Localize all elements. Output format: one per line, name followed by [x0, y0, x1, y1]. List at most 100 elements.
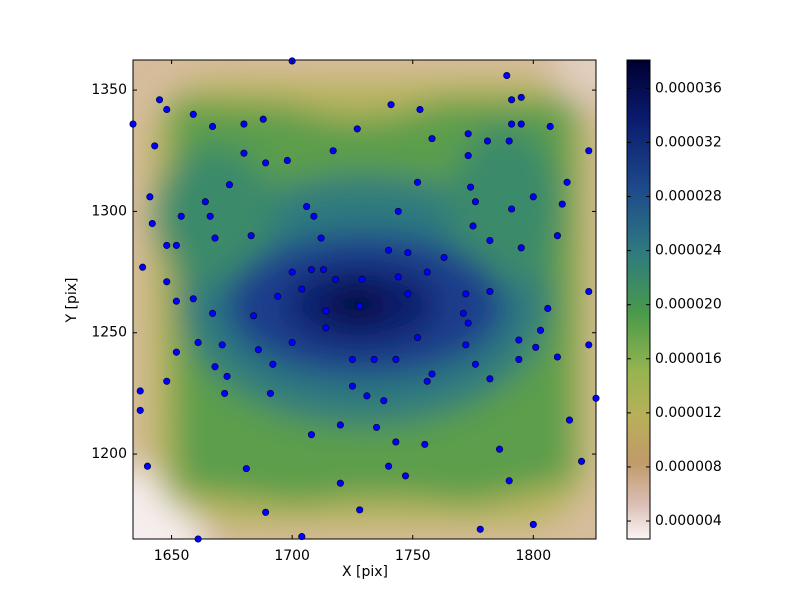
point [553, 232, 561, 240]
point [471, 360, 479, 368]
point [262, 508, 270, 516]
colorbar-tick-label: 0.000032 [655, 134, 722, 150]
point [151, 142, 159, 150]
point [348, 355, 356, 363]
colorbar-tick-label: 0.000012 [655, 405, 722, 421]
point [459, 309, 467, 317]
point [404, 249, 412, 257]
x-tick-label: 1650 [154, 548, 190, 564]
point [467, 183, 475, 191]
point [558, 200, 566, 208]
point [163, 278, 171, 286]
point [356, 506, 364, 514]
point [146, 193, 154, 201]
point [172, 297, 180, 305]
point [577, 457, 586, 465]
point [508, 205, 516, 213]
point [553, 353, 561, 361]
point [288, 338, 296, 346]
point [262, 159, 270, 167]
point [223, 372, 231, 380]
x-tick-label: 1750 [395, 548, 431, 564]
colorbar [626, 59, 651, 540]
point [529, 193, 537, 201]
point [385, 462, 393, 470]
x-tick-label: 1700 [274, 548, 310, 564]
point [536, 326, 545, 334]
point [401, 472, 410, 480]
point [517, 244, 525, 252]
point [172, 241, 180, 249]
point [221, 389, 229, 397]
point [317, 234, 325, 242]
point [211, 363, 219, 371]
point [585, 147, 593, 155]
point [332, 275, 340, 283]
point [486, 287, 494, 296]
point [440, 253, 448, 262]
x-tick-label: 1800 [515, 548, 551, 564]
point [515, 336, 523, 344]
point [259, 115, 267, 123]
point [421, 440, 429, 448]
colorbar-tick-label: 0.000024 [655, 243, 722, 259]
point [307, 266, 315, 274]
point [163, 105, 171, 114]
x-axis-label: X [pix] [342, 564, 388, 580]
colorbar-tick-label: 0.000004 [655, 513, 722, 529]
point [336, 421, 344, 429]
point [370, 355, 378, 363]
point [269, 360, 277, 368]
point [177, 212, 185, 220]
point [544, 304, 552, 313]
point [416, 105, 424, 114]
y-tick-label: 1200 [91, 446, 127, 462]
point [303, 203, 311, 211]
point [298, 285, 306, 293]
point [585, 287, 593, 296]
point [394, 207, 402, 215]
point [387, 101, 395, 109]
point [148, 219, 156, 228]
point [464, 152, 472, 160]
point [385, 246, 393, 254]
point [225, 181, 234, 189]
point [592, 394, 600, 402]
colorbar-tick-label: 0.000016 [655, 351, 722, 367]
point [503, 71, 511, 80]
point [532, 343, 540, 351]
colorbar-tick-label: 0.000020 [655, 297, 722, 313]
point [565, 416, 574, 424]
point [505, 137, 513, 145]
point [476, 525, 484, 533]
point [348, 382, 356, 390]
point [508, 96, 516, 104]
point [266, 389, 275, 397]
point [211, 234, 219, 242]
colorbar-tick-label: 0.000036 [655, 80, 722, 96]
point [319, 266, 328, 274]
point [423, 377, 431, 385]
point [336, 479, 344, 487]
point [505, 477, 513, 485]
plot-frame [132, 59, 597, 540]
point [392, 438, 400, 446]
point [136, 387, 144, 395]
point [136, 406, 144, 414]
point [373, 423, 381, 431]
point [329, 147, 337, 155]
point [288, 268, 296, 276]
point [189, 295, 197, 303]
point [423, 268, 431, 276]
point [194, 535, 202, 543]
point [529, 520, 537, 528]
point [209, 309, 217, 317]
y-tick-label: 1250 [91, 325, 127, 341]
point [462, 290, 470, 298]
point [428, 135, 436, 143]
point [209, 122, 217, 131]
point [585, 341, 593, 349]
point [218, 341, 226, 349]
point [322, 307, 330, 315]
point [392, 355, 400, 363]
